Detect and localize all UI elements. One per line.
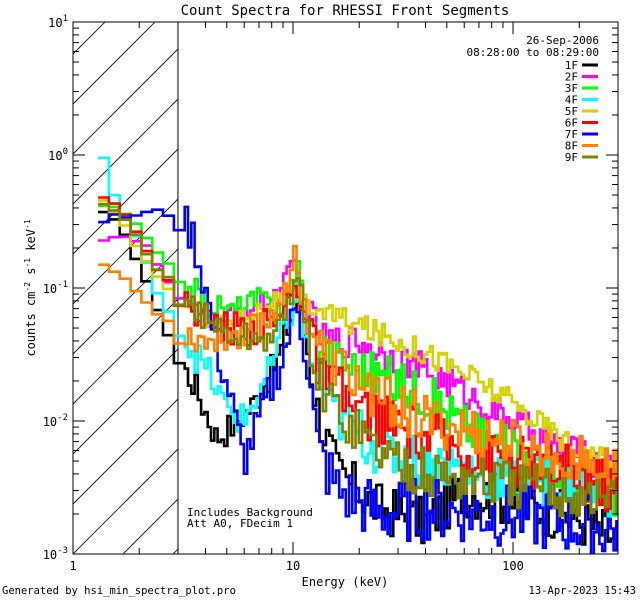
x-tick-label: 100 xyxy=(502,559,524,573)
legend-label-5F: 5F xyxy=(565,105,578,118)
axis-ticks: 1 10 100 101 100 10-1 10-2 10-3 xyxy=(43,14,619,573)
series-layer xyxy=(98,156,618,554)
hatch-line xyxy=(73,398,178,505)
series-line-7F xyxy=(98,205,618,554)
y-label-part1: counts cm xyxy=(24,292,38,357)
y-label-exp3: -1 xyxy=(23,219,32,229)
y-label-exp1: -2 xyxy=(23,282,32,292)
hatch-line xyxy=(73,198,178,305)
hatch-line xyxy=(623,0,640,554)
legend-label-2F: 2F xyxy=(565,71,578,84)
y-tick-label: 10-1 xyxy=(43,280,68,296)
annotation-background: Includes Background xyxy=(187,506,313,519)
x-tick-label: 1 xyxy=(69,559,76,573)
y-tick-label: 101 xyxy=(48,14,68,30)
legend-label-8F: 8F xyxy=(565,140,578,153)
legend-label-4F: 4F xyxy=(565,94,578,107)
time-range-label: 08:28:00 to 08:29:00 xyxy=(467,46,599,59)
annotation-attenuator: Att A0, FDecim 1 xyxy=(187,517,293,530)
x-axis-label: Energy (keV) xyxy=(302,575,389,589)
y-tick-label: 10-2 xyxy=(43,413,68,429)
y-tick-label: 10-3 xyxy=(43,546,68,562)
y-label-part3: keV xyxy=(24,229,38,258)
chart-title: Count Spectra for RHESSI Front Segments xyxy=(181,3,510,19)
hatch-line xyxy=(73,22,106,55)
legend-label-9F: 9F xyxy=(565,151,578,164)
series-line-2F xyxy=(98,235,618,485)
date-label: 26-Sep-2006 xyxy=(526,34,599,47)
series-line-9F xyxy=(98,202,618,518)
footer-timestamp: 13-Apr-2023 15:43 xyxy=(529,585,636,597)
hatch-line xyxy=(73,22,156,105)
hatch-line xyxy=(0,0,83,554)
legend-label-7F: 7F xyxy=(565,128,578,141)
x-tick-label: 10 xyxy=(286,559,300,573)
hatch-line xyxy=(73,48,178,155)
y-axis-label: counts cm-2 s-1 keV-1 xyxy=(23,219,38,356)
legend-label-3F: 3F xyxy=(565,82,578,95)
footer-generated-by: Generated by hsi_min_spectra_plot.pro xyxy=(2,585,236,597)
legend-label-6F: 6F xyxy=(565,117,578,130)
y-label-exp2: -1 xyxy=(23,258,32,268)
hatch-line xyxy=(73,448,178,554)
legend-label-1F: 1F xyxy=(565,59,578,72)
y-tick-label: 100 xyxy=(48,147,68,163)
hatch-line xyxy=(73,348,178,455)
y-label-part2: s xyxy=(24,268,38,282)
hatch-line xyxy=(73,248,178,355)
